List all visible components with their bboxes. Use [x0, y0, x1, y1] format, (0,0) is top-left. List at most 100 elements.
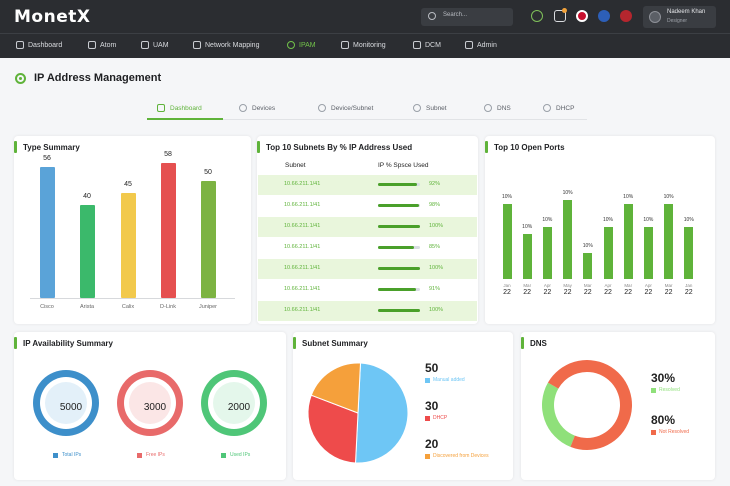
category-label: Jan — [503, 283, 511, 288]
subnet-link[interactable]: 10.66.211.1/41 — [284, 265, 321, 271]
stat-value: 30% — [651, 371, 676, 385]
notification-badge — [562, 8, 567, 13]
legend-label: Used IPs — [230, 452, 251, 458]
data-label: 58 — [164, 150, 172, 158]
data-label: 40 — [83, 192, 91, 200]
nav-uam[interactable]: UAM — [141, 41, 169, 49]
nav-network-mapping[interactable]: Network Mapping — [193, 41, 259, 49]
category-label: 22 — [563, 289, 572, 296]
user-profile[interactable]: Nadeem Khan Designer — [643, 6, 716, 28]
bar — [121, 193, 136, 298]
card-accent — [14, 337, 17, 349]
data-label: 10% — [683, 216, 694, 223]
legend-swatch — [425, 377, 430, 383]
tab-dhcp[interactable]: DHCP — [543, 104, 574, 112]
ring-core: 5000 — [45, 382, 87, 424]
nav-dashboard[interactable]: Dashboard — [16, 41, 62, 49]
data-label: 45 — [124, 181, 132, 188]
legend-label: Free IPs — [146, 452, 165, 458]
usage-bar-fill — [378, 288, 417, 291]
legend-label: Resolved — [659, 387, 680, 393]
legend-label: Not Resolved — [659, 429, 690, 435]
tab-dashboard[interactable]: Dashboard — [157, 104, 202, 112]
category-label: 22 — [664, 289, 673, 296]
subnet-link[interactable]: 10.66.211.1/41 — [284, 244, 321, 250]
bar — [643, 226, 653, 279]
active-tab-indicator — [147, 118, 223, 120]
dns-donut-chart — [542, 360, 632, 450]
ring-value: 5000 — [59, 402, 83, 413]
usage-bar-fill — [378, 225, 420, 228]
open-ports-card: Top 10 Open Ports 10% Jan 22 10% Mar 22 10% Apr… — [485, 136, 715, 324]
legend-swatch — [425, 453, 430, 459]
bar — [522, 234, 532, 279]
notification-bell-icon[interactable] — [554, 10, 566, 22]
legend-swatch — [425, 415, 430, 421]
data-label: 10% — [643, 216, 654, 223]
nav-label: DCM — [425, 41, 441, 49]
settings-icon[interactable] — [531, 10, 543, 22]
eu-flag-icon[interactable] — [598, 10, 610, 22]
data-label: 56 — [43, 155, 51, 163]
tab-label: DHCP — [556, 104, 575, 112]
search-input[interactable]: Search... — [443, 12, 468, 18]
legend-swatch — [53, 452, 58, 458]
nav-admin[interactable]: Admin — [465, 41, 497, 49]
card-title: Top 10 Open Ports — [494, 143, 565, 152]
x-axis — [30, 298, 235, 299]
uk-flag-icon[interactable] — [576, 10, 588, 22]
legend-label: Total IPs — [62, 452, 82, 458]
nav-dcm[interactable]: DCM — [413, 41, 441, 49]
legend-item: Total IPs — [53, 452, 81, 458]
nav-label: Admin — [477, 41, 497, 49]
subnet-link[interactable]: 10.66.211.1/41 — [284, 181, 321, 187]
nav-label: Dashboard — [28, 41, 63, 49]
usage-bar-fill — [378, 183, 417, 186]
legend-swatch — [651, 429, 656, 435]
usage-bar — [378, 288, 420, 291]
app-logo[interactable]: MonetX — [14, 7, 91, 27]
search-box[interactable]: Search... — [421, 8, 513, 26]
nav-atom[interactable]: Atom — [88, 41, 116, 49]
usage-bar — [378, 246, 420, 249]
card-title: Subnet Summary — [302, 339, 368, 348]
legend-swatch — [221, 452, 226, 458]
tab-dns[interactable]: DNS — [484, 104, 511, 112]
usage-percent: 92% — [429, 181, 441, 187]
category-label: Mar — [624, 283, 633, 288]
table-row: 10.66.211.1/41 92% — [258, 175, 477, 195]
ring-value: 2000 — [227, 402, 251, 413]
data-label: 10% — [602, 216, 613, 223]
nav-label: UAM — [153, 41, 169, 49]
usage-bar — [378, 267, 420, 270]
tab-subnet[interactable]: Subnet — [413, 104, 447, 112]
subnet-link[interactable]: 10.66.211.1/41 — [284, 202, 321, 208]
search-icon — [428, 12, 436, 20]
pie-slice — [307, 394, 359, 464]
tab-device-subnet[interactable]: Device/Subnet — [318, 104, 373, 112]
tab-devices[interactable]: Devices — [239, 104, 275, 112]
availability-ring: 3000 — [117, 370, 183, 436]
card-title: DNS — [530, 339, 547, 348]
nav-ipam[interactable]: IPAM — [287, 41, 316, 49]
subnet-link[interactable]: 10.66.211.1/41 — [284, 223, 321, 229]
nav-monitoring[interactable]: Monitoring — [341, 41, 386, 49]
legend-item: Manual added — [425, 377, 465, 383]
subnet-link[interactable]: 10.66.211.1/41 — [284, 286, 321, 292]
language-flag-icon[interactable] — [620, 10, 632, 22]
table-row: 10.66.211.1/41 100% — [258, 259, 477, 279]
legend-label: Manual added — [433, 377, 465, 383]
category-label: 22 — [523, 289, 532, 296]
legend-swatch — [137, 452, 142, 458]
availability-ring: 2000 — [201, 370, 267, 436]
category-label: Apr — [644, 283, 652, 288]
card-accent — [293, 337, 296, 349]
category-label: Apr — [604, 283, 612, 288]
subnet-link[interactable]: 10.66.211.1/41 — [284, 307, 321, 313]
donut-segment — [542, 382, 575, 447]
category-label: 22 — [684, 289, 693, 296]
legend-item: Not Resolved — [651, 429, 689, 435]
atom-icon — [88, 41, 96, 49]
category-label: Juniper — [198, 304, 218, 310]
table-row: 10.66.211.1/41 98% — [258, 196, 477, 216]
